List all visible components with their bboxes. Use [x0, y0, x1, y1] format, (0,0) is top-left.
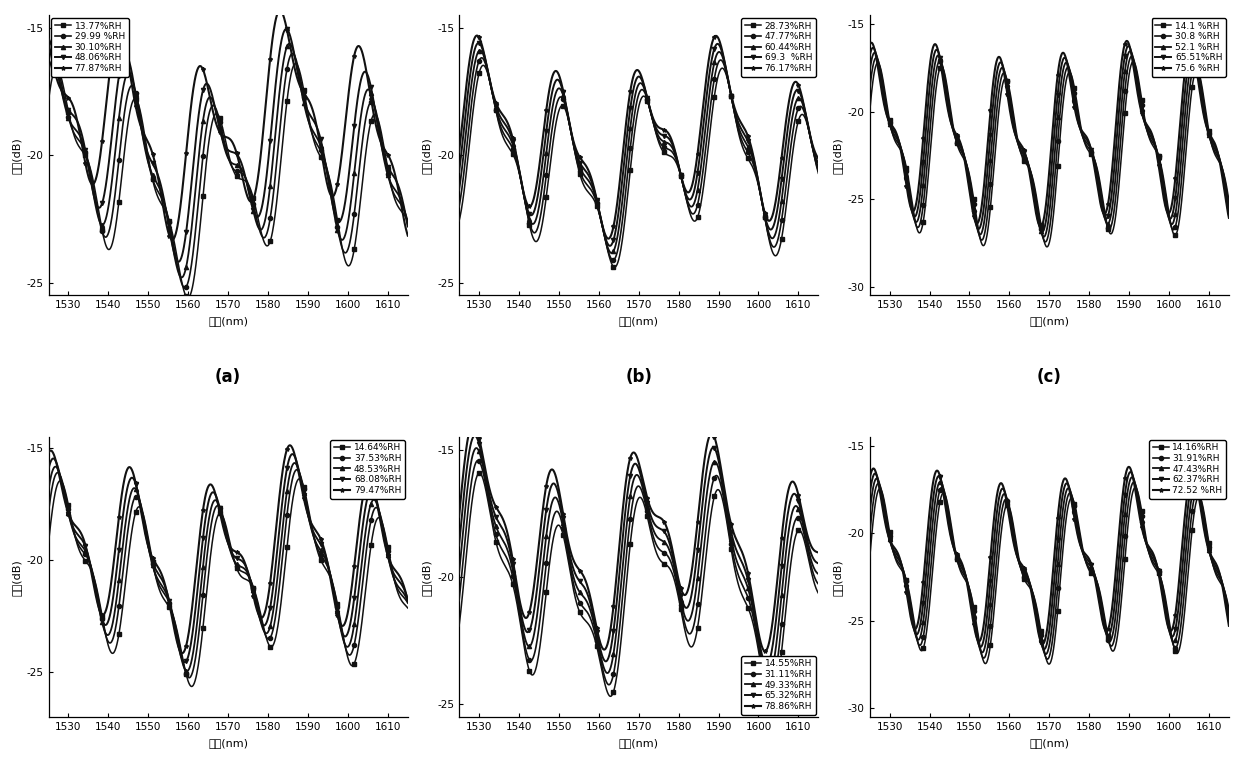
- Y-axis label: 强度(dB): 强度(dB): [11, 559, 21, 596]
- X-axis label: 波长(nm): 波长(nm): [1029, 738, 1069, 748]
- Y-axis label: 强度(dB): 强度(dB): [422, 559, 432, 596]
- Legend: 14.55%RH, 31.11%RH, 49.33%RH, 65.32%RH, 78.86%RH: 14.55%RH, 31.11%RH, 49.33%RH, 65.32%RH, …: [742, 655, 816, 714]
- Legend: 14.16%RH, 31.91%RH, 47.43%RH, 62.37%RH, 72.52 %RH: 14.16%RH, 31.91%RH, 47.43%RH, 62.37%RH, …: [1149, 439, 1226, 498]
- Y-axis label: 强度(dB): 强度(dB): [832, 559, 842, 596]
- Text: (c): (c): [1037, 369, 1061, 386]
- Legend: 28.73%RH, 47.77%RH, 60.44%RH, 69.3  %RH, 76.17%RH: 28.73%RH, 47.77%RH, 60.44%RH, 69.3 %RH, …: [742, 18, 816, 77]
- Legend: 13.77%RH, 29.99 %RH, 30.10%RH, 48.06%RH, 77.87%RH: 13.77%RH, 29.99 %RH, 30.10%RH, 48.06%RH,…: [51, 18, 129, 77]
- X-axis label: 波长(nm): 波长(nm): [619, 738, 658, 748]
- Y-axis label: 强度(dB): 强度(dB): [11, 137, 21, 174]
- X-axis label: 波长(nm): 波长(nm): [208, 738, 248, 748]
- Y-axis label: 强度(dB): 强度(dB): [832, 137, 842, 174]
- Y-axis label: 强度(dB): 强度(dB): [422, 137, 432, 174]
- X-axis label: 波长(nm): 波长(nm): [619, 316, 658, 326]
- Legend: 14.64%RH, 37.53%RH, 48.53%RH, 68.08%RH, 79.47%RH: 14.64%RH, 37.53%RH, 48.53%RH, 68.08%RH, …: [331, 439, 405, 498]
- Legend: 14.1 %RH, 30.8 %RH, 52.1 %RH, 65.51%RH, 75.6 %RH: 14.1 %RH, 30.8 %RH, 52.1 %RH, 65.51%RH, …: [1152, 18, 1226, 77]
- Text: (b): (b): [625, 369, 652, 386]
- X-axis label: 波长(nm): 波长(nm): [208, 316, 248, 326]
- Text: (a): (a): [215, 369, 242, 386]
- X-axis label: 波长(nm): 波长(nm): [1029, 316, 1069, 326]
